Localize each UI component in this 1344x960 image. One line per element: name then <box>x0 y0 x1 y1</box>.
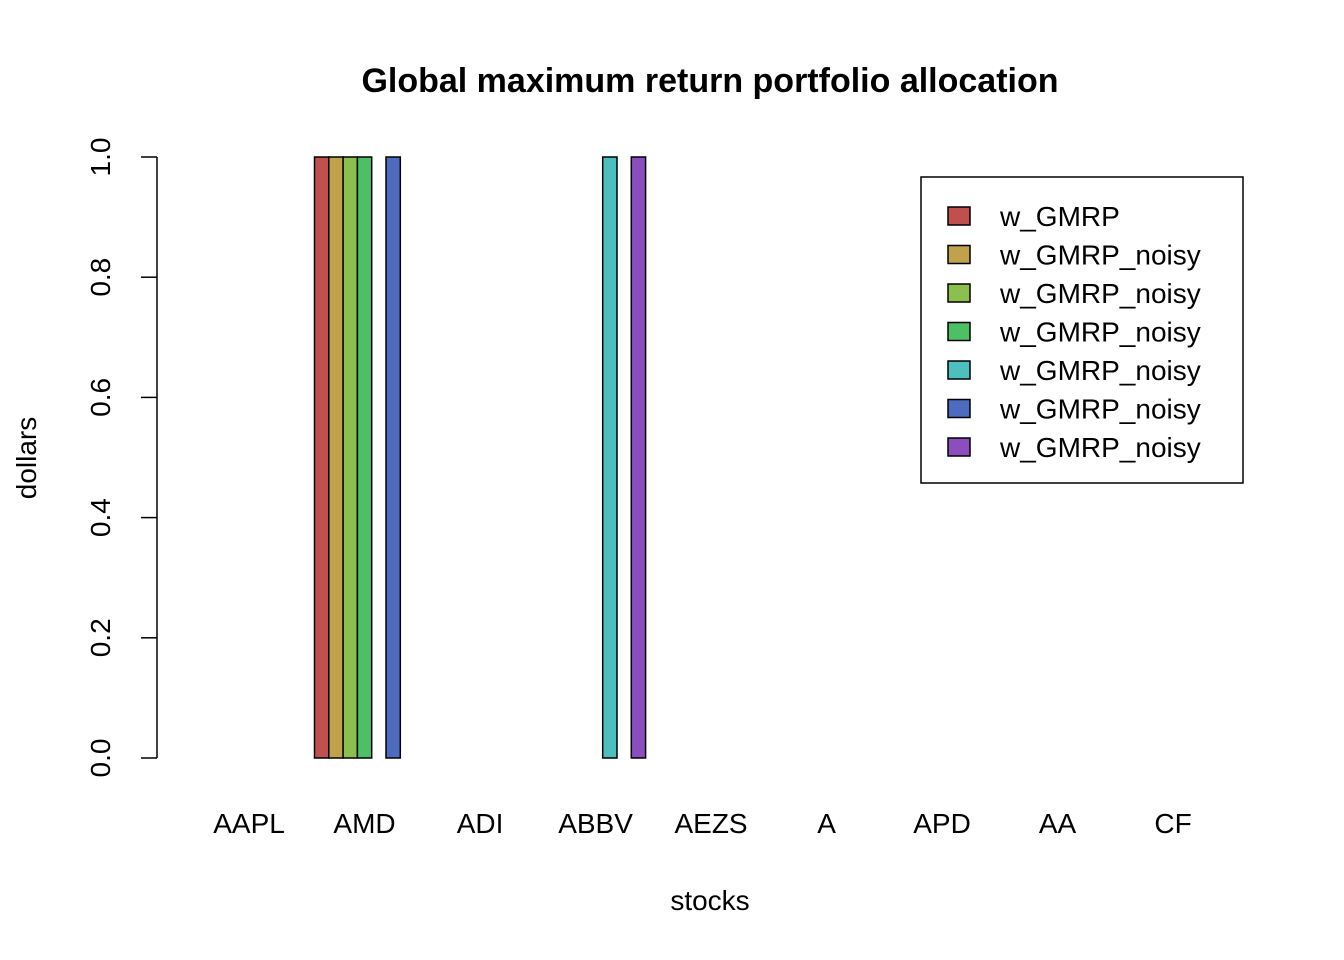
x-tick-label: ADI <box>457 808 504 839</box>
legend-swatch <box>947 360 971 380</box>
x-tick-label: APD <box>913 808 971 839</box>
y-tick-label: 0.2 <box>85 618 116 657</box>
y-axis: 0.0 0.2 0.4 0.6 0.8 1.0 <box>85 138 158 778</box>
bar-amd-series-6 <box>385 156 402 759</box>
legend-entry: w_GMRP <box>999 201 1120 232</box>
legend-swatch <box>947 437 971 457</box>
x-tick-label: AEZS <box>674 808 747 839</box>
bar-group-amd <box>313 156 402 759</box>
x-tick-label: A <box>817 808 836 839</box>
legend-entry: w_GMRP_noisy <box>999 355 1201 386</box>
bars <box>313 156 647 759</box>
x-tick-label: CF <box>1154 808 1191 839</box>
y-tick-label: 0.8 <box>85 258 116 297</box>
legend-swatch <box>947 283 971 303</box>
chart-title: Global maximum return portfolio allocati… <box>361 62 1058 100</box>
bar-amd-series-3 <box>342 156 359 759</box>
legend-swatch <box>947 321 971 342</box>
legend-swatch <box>947 244 971 265</box>
y-tick-label: 1.0 <box>85 138 116 177</box>
legend-box <box>920 176 1244 484</box>
legend-swatch <box>947 206 971 226</box>
legend-swatch <box>947 398 971 419</box>
y-tick-label: 0.4 <box>85 498 116 537</box>
x-axis-tick-labels: AAPL AMD ADI ABBV AEZS A APD AA CF <box>213 808 1191 839</box>
legend-entry: w_GMRP_noisy <box>999 432 1201 463</box>
bar-abbv-series-5 <box>601 156 618 759</box>
bar-amd-series-2 <box>328 156 344 759</box>
bar-group-abbv <box>601 156 647 759</box>
bar-amd-series-4 <box>356 156 373 759</box>
x-tick-label: AA <box>1039 808 1077 839</box>
y-axis-label: dollars <box>11 417 42 499</box>
legend-entry: w_GMRP_noisy <box>999 317 1201 348</box>
x-axis-label: stocks <box>670 885 749 916</box>
legend-entry: w_GMRP_noisy <box>999 240 1201 271</box>
x-tick-label: AMD <box>333 808 395 839</box>
bar-amd-series-1 <box>313 156 330 759</box>
x-tick-label: ABBV <box>558 808 633 839</box>
y-tick-label: 0.0 <box>85 739 116 778</box>
y-tick-label: 0.6 <box>85 378 116 417</box>
legend-entry: w_GMRP_noisy <box>999 394 1201 425</box>
x-tick-label: AAPL <box>213 808 285 839</box>
bar-abbv-series-7 <box>630 156 647 759</box>
legend-entry: w_GMRP_noisy <box>999 278 1201 309</box>
legend: w_GMRP w_GMRP_noisy w_GMRP_noisy w_GMRP_noi… <box>920 176 1244 484</box>
